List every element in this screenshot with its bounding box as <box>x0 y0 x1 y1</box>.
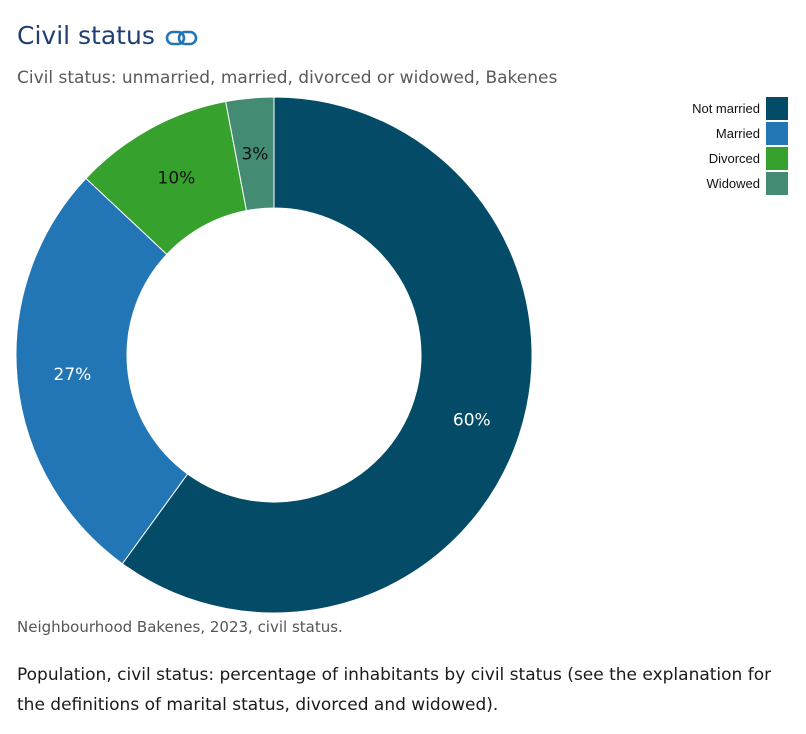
chart-description: Population, civil status: percentage of … <box>17 665 772 715</box>
chart-legend: Not married Married Divorced Widowed <box>692 96 788 196</box>
chart-subtitle: Civil status: unmarried, married, divorc… <box>17 68 558 88</box>
legend-item-widowed[interactable]: Widowed <box>692 171 788 196</box>
legend-swatch <box>766 172 788 195</box>
legend-item-married[interactable]: Married <box>692 121 788 146</box>
donut-slice-married[interactable] <box>15 177 189 565</box>
chart-source: Neighbourhood Bakenes, 2023, civil statu… <box>17 618 343 636</box>
page-title: Civil status <box>17 21 155 50</box>
legend-label: Divorced <box>708 151 760 166</box>
legend-label: Married <box>715 126 760 141</box>
title-row: Civil status <box>17 18 199 54</box>
legend-swatch <box>766 97 788 120</box>
data-label-married: 27% <box>54 365 92 385</box>
donut-slice-widowed[interactable] <box>225 96 275 212</box>
data-label-not-married: 60% <box>453 410 491 430</box>
legend-label: Widowed <box>706 176 760 191</box>
legend-swatch <box>766 122 788 145</box>
legend-swatch <box>766 147 788 170</box>
data-label-divorced: 10% <box>158 169 196 189</box>
data-label-widowed: 3% <box>241 144 268 164</box>
donut-slice-not-married[interactable] <box>121 96 533 614</box>
legend-item-not-married[interactable]: Not married <box>692 96 788 121</box>
legend-label: Not married <box>692 101 760 116</box>
legend-item-divorced[interactable]: Divorced <box>692 146 788 171</box>
link-icon[interactable] <box>165 29 199 47</box>
